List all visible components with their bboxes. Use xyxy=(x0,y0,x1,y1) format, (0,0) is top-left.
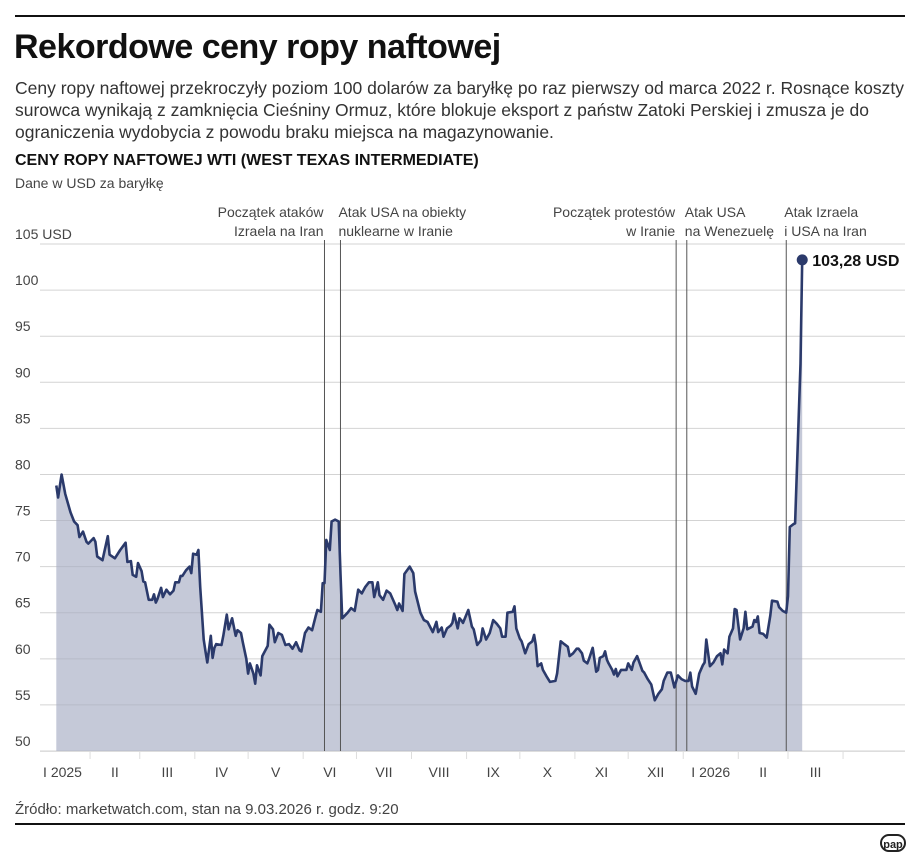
x-tick-label: V xyxy=(271,764,281,780)
top-rule xyxy=(15,15,905,17)
y-tick-label: 60 xyxy=(15,641,31,657)
x-axis: I 2025 II III IV V VI VII VIII IX X XI XII I 2026 II I… xyxy=(40,751,905,780)
event-label: Atak USA xyxy=(685,204,746,220)
x-tick-label: VII xyxy=(375,764,392,780)
x-tick-label: I 2025 xyxy=(43,764,82,780)
x-tick-label: VIII xyxy=(429,764,450,780)
event-label: w Iranie xyxy=(625,223,675,239)
y-tick-label: 65 xyxy=(15,595,31,611)
event-label: na Wenezuelę xyxy=(685,223,774,239)
x-tick-label: I 2026 xyxy=(691,764,730,780)
x-tick-label: IX xyxy=(487,764,501,780)
y-tick-label: 70 xyxy=(15,549,31,565)
event-label: Atak Izraela xyxy=(784,204,858,220)
page-title: Rekordowe ceny ropy naftowej xyxy=(14,28,501,66)
y-tick-label: 75 xyxy=(15,503,31,519)
event-label: Atak USA na obiekty xyxy=(338,204,466,220)
x-tick-label: IV xyxy=(215,764,229,780)
lead-paragraph: Ceny ropy naftowej przekroczyły poziom 1… xyxy=(15,78,905,142)
x-tick-label: VI xyxy=(323,764,336,780)
last-value-label: 103,28 USD xyxy=(812,253,899,270)
y-axis: 105 USD 100 95 90 85 80 75 70 65 60 55 50 xyxy=(15,226,72,749)
y-tick-label: 85 xyxy=(15,410,31,426)
event-label: Początek ataków xyxy=(218,204,325,220)
price-line xyxy=(55,259,804,702)
x-tick-label: III xyxy=(161,764,173,780)
y-tick-label: 55 xyxy=(15,687,31,703)
event-label: i USA na Iran xyxy=(784,223,867,239)
y-tick-label: 100 xyxy=(15,272,39,288)
event-label: Izraela na Iran xyxy=(234,223,324,239)
y-tick-label: 95 xyxy=(15,318,31,334)
x-tick-label: II xyxy=(759,764,767,780)
x-tick-label: XII xyxy=(647,764,664,780)
y-tick-label: 50 xyxy=(15,733,31,749)
x-tick-label: II xyxy=(111,764,119,780)
y-tick-label: 80 xyxy=(15,456,31,472)
x-tick-label: III xyxy=(810,764,822,780)
price-area xyxy=(56,259,803,751)
event-label: nuklearne w Iranie xyxy=(338,223,453,239)
event-label: Początek protestów xyxy=(553,204,676,220)
last-point-marker xyxy=(796,254,808,266)
chart-title: CENY ROPY NAFTOWEJ WTI (WEST TEXAS INTER… xyxy=(15,152,479,169)
source-note: Źródło: marketwatch.com, stan na 9.03.20… xyxy=(15,801,399,818)
x-tick-label: XI xyxy=(595,764,608,780)
pap-logo: pap xyxy=(880,834,906,852)
bottom-rule xyxy=(15,823,905,825)
y-tick-label: 105 USD xyxy=(15,226,72,242)
x-tick-label: X xyxy=(543,764,553,780)
event-markers: Początek ataków Izraela na Iran Atak USA n… xyxy=(218,204,867,751)
chart-subtitle: Dane w USD za baryłkę xyxy=(15,175,164,191)
y-tick-label: 90 xyxy=(15,364,31,380)
